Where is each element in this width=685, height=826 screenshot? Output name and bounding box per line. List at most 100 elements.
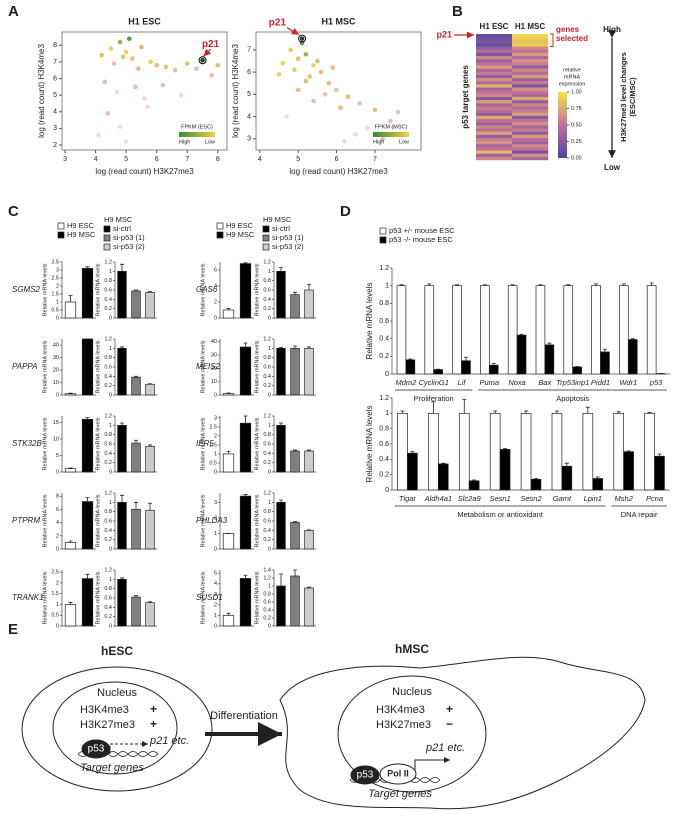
- heat-cell: [476, 106, 513, 110]
- legend-label: Low: [399, 139, 409, 145]
- error-bar: [279, 347, 283, 349]
- y-tick-label: 1: [214, 531, 217, 537]
- panel-label: A: [8, 3, 19, 20]
- y-axis-label: log (read count) H3K4me3: [37, 44, 46, 138]
- point: [395, 109, 401, 115]
- colorbar-tick-label: 1.00: [571, 89, 582, 95]
- y-axis-label: Relative mRNA levels: [95, 417, 101, 470]
- annotation: p21: [202, 39, 220, 50]
- error-bar: [616, 411, 621, 414]
- x-tick-label: 4: [258, 156, 262, 163]
- group-label: DNA repair: [621, 510, 658, 519]
- bar: [544, 344, 555, 375]
- y-tick-label: 1.2: [104, 259, 112, 265]
- y-tick-label: 0.5: [51, 613, 59, 619]
- error-bar: [510, 284, 515, 286]
- colorbar: [558, 92, 567, 158]
- heat-cell: [476, 52, 513, 57]
- y-tick-label: 1.2: [263, 259, 271, 265]
- error-bar: [547, 342, 552, 345]
- bar: [81, 268, 94, 319]
- bar: [572, 366, 582, 375]
- y-tick-label: 0.8: [104, 586, 112, 592]
- bar: [131, 376, 141, 396]
- y-tick-label: 10: [211, 379, 217, 385]
- x-tick-label: 3: [63, 156, 67, 163]
- bar: [290, 294, 300, 319]
- heat-cell: [512, 97, 549, 101]
- point: [307, 74, 313, 79]
- bar: [452, 285, 462, 375]
- colorbar-label: relative: [563, 67, 581, 73]
- heat-cell: [512, 144, 549, 148]
- arrow: [414, 757, 450, 779]
- heat-cell: [476, 156, 513, 161]
- y-tick-label: 2: [53, 142, 57, 149]
- heat-cell: [512, 147, 549, 151]
- x-tick-label: 7: [185, 156, 189, 163]
- x-tick-label: Sesn1: [489, 494, 510, 503]
- heat-cell: [476, 131, 513, 135]
- heat-cell: [512, 62, 549, 66]
- panel-label: B: [452, 3, 463, 20]
- y-tick-label: 0.6: [379, 441, 389, 448]
- y-axis-label: Relative mRNA levels: [254, 340, 260, 393]
- error-bar: [626, 450, 631, 452]
- bar: [304, 450, 314, 473]
- bar: [239, 346, 252, 396]
- y-tick-label: 2: [214, 602, 217, 608]
- y-tick-label: 1.2: [104, 567, 112, 573]
- bar: [276, 501, 286, 550]
- error-bar: [226, 392, 231, 394]
- error-bar: [68, 601, 73, 605]
- point: [148, 59, 153, 65]
- heat-cell: [512, 68, 549, 72]
- bar: [304, 347, 314, 396]
- heat-cell: [476, 68, 513, 72]
- point: [117, 39, 123, 45]
- point: [102, 79, 108, 85]
- bar: [407, 452, 418, 491]
- bar: [507, 285, 518, 375]
- legend-label: si-ctrl: [113, 224, 131, 233]
- y-tick-label: 20: [53, 368, 59, 374]
- error-bar: [120, 422, 124, 426]
- point: [295, 87, 301, 93]
- error-bar: [120, 263, 124, 272]
- heat-cell: [476, 109, 513, 113]
- bar: [222, 533, 235, 550]
- y-tick-label: 0: [214, 623, 217, 629]
- y-tick-label: 0.4: [263, 297, 271, 303]
- cell: [21, 666, 213, 792]
- point: [338, 105, 343, 110]
- bar: [613, 412, 625, 491]
- heat-cell: [512, 137, 549, 142]
- y-axis-label: Relative mRNA levels: [254, 417, 260, 470]
- heat-cell: [476, 49, 513, 54]
- heat-cell: [512, 71, 549, 76]
- group-label: Proliferation: [414, 394, 454, 403]
- point: [288, 47, 293, 53]
- y-tick-label: 1.2: [104, 336, 112, 342]
- x-tick-label: 7: [373, 156, 377, 163]
- heat-cell: [476, 46, 513, 50]
- y-tick-label: 3: [247, 136, 251, 143]
- heat-cell: [476, 144, 513, 148]
- bar: [304, 289, 314, 319]
- heat-cell: [476, 93, 513, 98]
- x-tick-label: Sesn2: [520, 494, 542, 503]
- x-tick-label: Bax: [538, 378, 551, 387]
- bar: [64, 604, 77, 627]
- legend-swatch: [103, 243, 111, 251]
- bar: [304, 587, 314, 627]
- y-tick-label: 1.2: [379, 395, 389, 402]
- nucleus-label: Nucleus: [97, 687, 137, 699]
- highlight-ring: [198, 56, 207, 65]
- colorbar-tick-label: 0.75: [571, 106, 582, 112]
- y-tick-label: 0.2: [379, 353, 389, 360]
- y-tick-label: 0: [268, 623, 271, 629]
- point: [292, 67, 297, 73]
- y-tick-label: 1: [109, 269, 112, 275]
- point: [108, 46, 114, 51]
- bar: [530, 478, 542, 491]
